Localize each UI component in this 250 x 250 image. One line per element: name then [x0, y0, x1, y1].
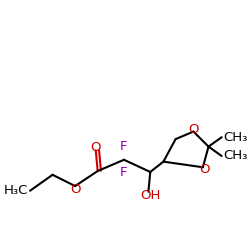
- Text: O: O: [90, 141, 101, 154]
- Text: O: O: [200, 163, 210, 176]
- Text: OH: OH: [140, 189, 160, 202]
- Text: F: F: [120, 166, 128, 179]
- Text: CH₃: CH₃: [224, 131, 248, 144]
- Text: CH₃: CH₃: [224, 150, 248, 162]
- Text: O: O: [70, 183, 80, 196]
- Text: F: F: [120, 140, 128, 153]
- Text: H₃C: H₃C: [4, 184, 28, 197]
- Text: O: O: [188, 123, 199, 136]
